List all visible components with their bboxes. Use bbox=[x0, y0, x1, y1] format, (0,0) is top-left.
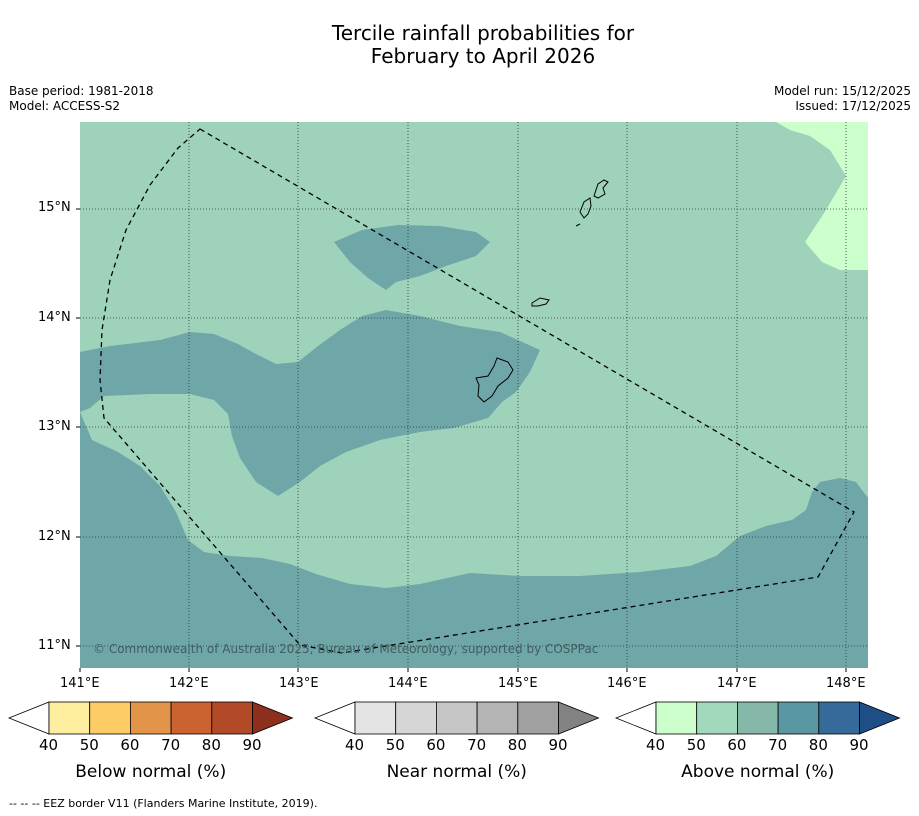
lat-label-13n: 13°N bbox=[38, 419, 71, 434]
lon-label-143e: 143°E bbox=[279, 676, 319, 691]
lat-label-14n: 14°N bbox=[38, 310, 71, 325]
above-colorbar-tick: 70 bbox=[768, 736, 788, 754]
below-colorbar-tick: 90 bbox=[242, 736, 262, 754]
lon-label-144e: 144°E bbox=[388, 676, 428, 691]
graticule bbox=[80, 122, 868, 668]
below-colorbar-segment bbox=[211, 701, 253, 735]
probability-map bbox=[80, 122, 868, 668]
near-colorbar-segment bbox=[435, 701, 478, 735]
near-colorbar-segment bbox=[517, 701, 559, 735]
base-period: Base period: 1981-2018 bbox=[9, 84, 154, 98]
meta-left: Base period: 1981-2018 Model: ACCESS-S2 bbox=[9, 84, 154, 114]
near-colorbar-tick: 80 bbox=[507, 736, 527, 754]
near-colorbar-tick: 90 bbox=[548, 736, 568, 754]
near-colorbar-min-extend bbox=[313, 701, 356, 735]
lon-label-146e: 146°E bbox=[607, 676, 647, 691]
meta-right: Model run: 15/12/2025 Issued: 17/12/2025 bbox=[774, 84, 911, 114]
above-colorbar-segment bbox=[818, 701, 860, 735]
eez-border bbox=[99, 128, 855, 654]
above-colorbar-segment bbox=[696, 701, 738, 735]
guam-island bbox=[475, 357, 514, 403]
near-colorbar-tick: 60 bbox=[426, 736, 446, 754]
eez-footnote: -- -- -- EEZ border V11 (Flanders Marine… bbox=[9, 797, 318, 810]
below-colorbar-segment bbox=[129, 701, 172, 735]
map-title: Tercile rainfall probabilities for Febru… bbox=[0, 22, 919, 68]
near-colorbar-segment bbox=[354, 701, 397, 735]
above-colorbar-segment bbox=[777, 701, 820, 735]
above-colorbar-min-extend bbox=[614, 701, 657, 735]
above-colorbar-title: Above normal (%) bbox=[681, 762, 835, 782]
lon-label-141e: 141°E bbox=[60, 676, 100, 691]
above-colorbar-segment bbox=[655, 701, 698, 735]
below-colorbar-tick: 40 bbox=[39, 736, 59, 754]
below-colorbar-max-extend bbox=[252, 701, 294, 735]
tinian-island bbox=[579, 197, 592, 219]
near-colorbar-title: Near normal (%) bbox=[386, 762, 527, 782]
above-colorbar-segment bbox=[737, 701, 779, 735]
above-colorbar-tick: 60 bbox=[727, 736, 747, 754]
lon-label-147e: 147°E bbox=[717, 676, 757, 691]
above-colorbar-tick: 90 bbox=[849, 736, 869, 754]
near-colorbar-tick: 70 bbox=[467, 736, 487, 754]
lon-label-148e: 148°E bbox=[826, 676, 866, 691]
near-colorbar-tick: 40 bbox=[345, 736, 365, 754]
below-colorbar-tick: 70 bbox=[161, 736, 181, 754]
region-above-40-50 bbox=[776, 122, 868, 270]
lat-label-12n: 12°N bbox=[38, 529, 71, 544]
aguijan-island bbox=[575, 223, 581, 227]
copyright-notice: © Commonwealth of Australia 2025, Bureau… bbox=[93, 642, 599, 656]
lat-ticks bbox=[76, 208, 80, 647]
lon-ticks bbox=[79, 668, 847, 672]
above-colorbar-max-extend bbox=[859, 701, 901, 735]
below-colorbar-segment bbox=[89, 701, 131, 735]
above-colorbar-tick: 80 bbox=[808, 736, 828, 754]
model-name: Model: ACCESS-S2 bbox=[9, 99, 121, 113]
below-colorbar-title: Below normal (%) bbox=[75, 762, 227, 782]
title-line-1: Tercile rainfall probabilities for bbox=[331, 21, 635, 45]
below-colorbar-tick: 80 bbox=[201, 736, 221, 754]
region-above-60-70-north bbox=[334, 225, 490, 290]
near-colorbar-tick: 50 bbox=[385, 736, 405, 754]
above-colorbar-tick: 40 bbox=[646, 736, 666, 754]
islands bbox=[475, 179, 609, 403]
below-colorbar-tick: 60 bbox=[120, 736, 140, 754]
title-line-2: February to April 2026 bbox=[370, 44, 596, 68]
lon-label-145e: 145°E bbox=[498, 676, 538, 691]
below-colorbar-min-extend bbox=[7, 701, 50, 735]
near-colorbar-segment bbox=[395, 701, 437, 735]
lat-label-15n: 15°N bbox=[38, 200, 71, 215]
below-colorbar-segment bbox=[170, 701, 213, 735]
above-colorbar-tick: 50 bbox=[686, 736, 706, 754]
model-run: Model run: 15/12/2025 bbox=[773, 84, 911, 98]
below-colorbar-tick: 50 bbox=[79, 736, 99, 754]
lon-label-142e: 142°E bbox=[169, 676, 209, 691]
saipan-island bbox=[593, 179, 609, 199]
region-above-60-70-south bbox=[80, 412, 868, 668]
region-above-60-70-central bbox=[80, 310, 540, 496]
near-colorbar-max-extend bbox=[558, 701, 600, 735]
issued-date: Issued: 17/12/2025 bbox=[795, 99, 911, 113]
near-colorbar-segment bbox=[476, 701, 519, 735]
below-colorbar-segment bbox=[48, 701, 91, 735]
lat-label-11n: 11°N bbox=[38, 638, 71, 653]
rota-island bbox=[531, 297, 550, 307]
colorbars bbox=[7, 701, 901, 735]
